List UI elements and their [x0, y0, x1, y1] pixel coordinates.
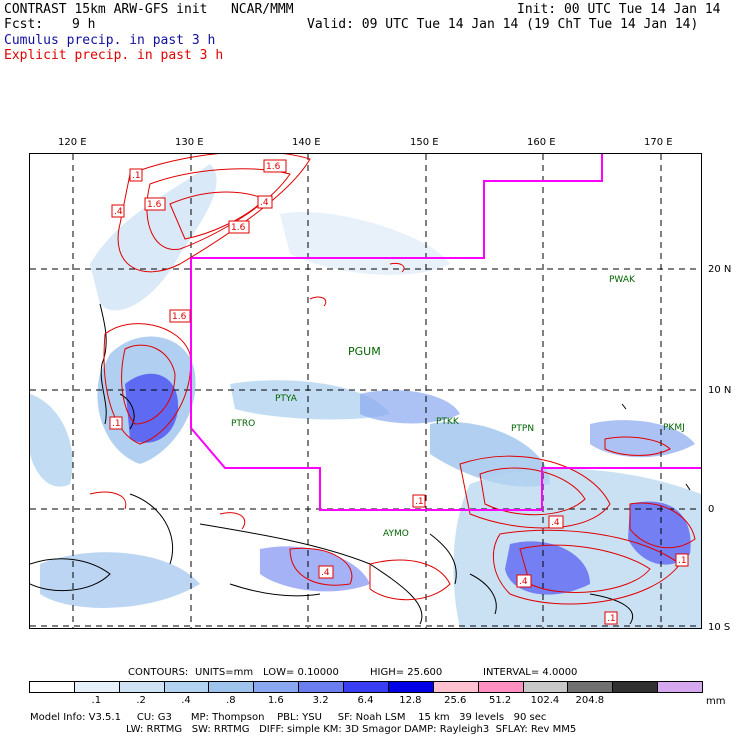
lat-label: 20 N: [708, 264, 732, 275]
map-grid: [30, 154, 701, 628]
contours-high: HIGH= 25.600: [370, 667, 443, 678]
map-title: CONTRAST 15km ARW-GFS init NCAR/MMM: [4, 2, 294, 17]
legend-swatch: [522, 681, 569, 693]
explicit-precip-contours: [89, 151, 696, 605]
cumulus-precip-areas: [30, 164, 701, 628]
svg-text:1.6: 1.6: [266, 162, 281, 172]
legend-tick-label: .2: [136, 695, 146, 706]
legend-tick-label: 204.8: [575, 695, 605, 706]
legend-swatch: [477, 681, 524, 693]
legend-swatch: [567, 681, 614, 693]
physics-info: LW: RRTMG SW: RRTMG DIFF: simple KM: 3D …: [126, 724, 577, 735]
legend-tick-label: .4: [181, 695, 191, 706]
station-label: PKMJ: [663, 423, 685, 433]
legend-tick-label: 25.6: [444, 695, 467, 706]
init-time: Init: 00 UTC Tue 14 Jan 14: [517, 2, 721, 17]
station-label: PTPN: [511, 424, 534, 434]
contours-interval: INTERVAL= 4.0000: [483, 667, 578, 678]
legend-swatch: [73, 681, 120, 693]
svg-text:.4: .4: [260, 198, 269, 208]
precip-map: PWAK PGUM PTYA PTRO PTKK PTPN PKMJ AYMO …: [29, 151, 702, 629]
legend-swatch: [208, 681, 255, 693]
contours-units: UNITS=mm: [195, 667, 254, 678]
station-label: PGUM: [348, 345, 381, 358]
station-label: PTYA: [275, 394, 298, 404]
station-label: AYMO: [383, 529, 409, 539]
legend-swatch: [29, 681, 75, 693]
legend-swatch: [298, 681, 345, 693]
map-canvas: PWAK PGUM PTYA PTRO PTKK PTPN PKMJ AYMO …: [29, 151, 701, 628]
lat-label: 10 N: [708, 385, 732, 396]
fcst-value: 9 h: [72, 17, 96, 32]
legend-swatch: [343, 681, 389, 693]
legend-swatch: [612, 681, 659, 693]
svg-text:.4: .4: [551, 518, 560, 528]
legend-tick-label: 12.8: [399, 695, 422, 706]
svg-text:.1: .1: [415, 497, 424, 507]
legend-swatch: [657, 681, 703, 693]
contour-labels: .1 1.6 .4 .4 1.6 1.6 1.6 .1 .1 .4 .4 .4 …: [109, 159, 689, 625]
domain-boundary-north: [191, 154, 603, 259]
explicit-legend: Explicit precip. in past 3 h: [4, 48, 224, 63]
svg-text:.1: .1: [132, 171, 141, 181]
svg-text:.1: .1: [112, 419, 121, 429]
legend-tick-label: .8: [226, 695, 236, 706]
legend-swatch: [432, 681, 479, 693]
legend-tick-label: 3.2: [312, 695, 329, 706]
lon-label: 170 E: [644, 137, 673, 148]
fcst-label: Fcst:: [4, 17, 44, 32]
legend-swatch: [387, 681, 434, 693]
model-info: Model Info: V3.5.1 CU: G3 MP: Thompson P…: [30, 712, 547, 723]
valid-time: Valid: 09 UTC Tue 14 Jan 14 (19 ChT Tue …: [307, 17, 699, 32]
svg-text:1.6: 1.6: [231, 223, 246, 233]
coastlines: [29, 303, 691, 625]
lon-label: 150 E: [410, 137, 439, 148]
station-label: PWAK: [609, 275, 636, 285]
legend-unit: mm: [706, 696, 726, 707]
svg-text:.1: .1: [678, 556, 687, 566]
lon-label: 130 E: [175, 137, 204, 148]
legend-tick-label: 1.6: [267, 695, 284, 706]
legend-swatch: [253, 681, 300, 693]
cumulus-legend: Cumulus precip. in past 3 h: [4, 33, 216, 48]
legend-tick-label: .1: [91, 695, 102, 706]
station-label: PTRO: [231, 419, 255, 429]
legend-swatch: [118, 681, 165, 693]
lat-label: 0: [708, 504, 715, 515]
contours-low: LOW= 0.10000: [263, 667, 339, 678]
legend-tick-label: 102.4: [530, 695, 560, 706]
lat-label: 10 S: [708, 622, 731, 633]
lon-label: 140 E: [292, 137, 321, 148]
svg-text:1.6: 1.6: [147, 200, 162, 210]
svg-text:.1: .1: [607, 614, 616, 624]
contours-label: CONTOURS:: [128, 667, 189, 678]
lon-label: 120 E: [58, 137, 87, 148]
station-label: PTKK: [436, 417, 460, 427]
svg-text:.4: .4: [321, 568, 330, 578]
legend-swatch: [163, 681, 210, 693]
legend-tick-label: 51.2: [488, 695, 512, 706]
lon-label: 160 E: [527, 137, 556, 148]
legend-tick-label: 6.4: [357, 695, 374, 706]
svg-text:.4: .4: [114, 207, 123, 217]
domain-boundary-south: [190, 258, 701, 511]
svg-text:.4: .4: [519, 577, 528, 587]
svg-text:1.6: 1.6: [172, 312, 187, 322]
